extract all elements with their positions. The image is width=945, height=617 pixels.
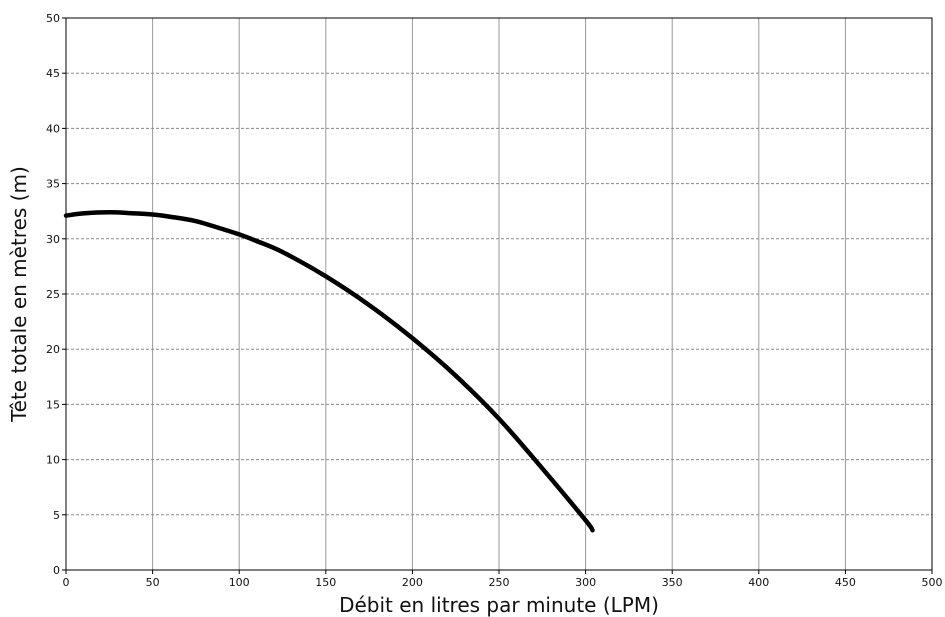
- y-tick-label: 35: [46, 178, 60, 191]
- y-tick-label: 15: [46, 398, 60, 411]
- x-tick-label: 250: [489, 576, 510, 589]
- y-tick-label: 50: [46, 12, 60, 25]
- y-tick-label: 25: [46, 288, 60, 301]
- x-tick-label: 400: [748, 576, 769, 589]
- x-tick-label: 100: [229, 576, 250, 589]
- x-tick-label: 450: [835, 576, 856, 589]
- x-tick-label: 200: [402, 576, 423, 589]
- x-axis-ticks: 0 50 100 150 200 250 300 350 400 450 500: [63, 570, 943, 589]
- series-layer: [63, 210, 595, 533]
- x-tick-label: 500: [922, 576, 943, 589]
- x-tick-label: 0: [63, 576, 70, 589]
- x-tick-label: 150: [315, 576, 336, 589]
- y-axis-ticks: 0 5 10 15 20 25 30 35 40 45 50: [46, 12, 66, 577]
- y-tick-label: 40: [46, 122, 60, 135]
- x-tick-label: 300: [575, 576, 596, 589]
- x-axis-label: Débit en litres par minute (LPM): [339, 593, 659, 617]
- grid-lines: [66, 18, 932, 570]
- y-tick-label: 0: [53, 564, 60, 577]
- y-tick-label: 30: [46, 233, 60, 246]
- y-tick-label: 5: [53, 509, 60, 522]
- y-tick-label: 45: [46, 67, 60, 80]
- y-axis-label: Tête totale en mètres (m): [7, 166, 31, 423]
- y-tick-label: 10: [46, 454, 60, 467]
- x-tick-label: 350: [662, 576, 683, 589]
- y-tick-label: 20: [46, 343, 60, 356]
- x-tick-label: 50: [146, 576, 160, 589]
- pump-curve-line: [63, 210, 595, 533]
